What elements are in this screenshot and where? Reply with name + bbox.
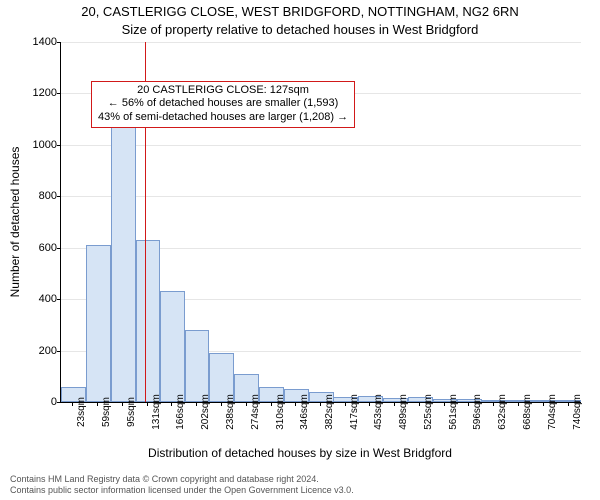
y-tick-mark [57, 93, 61, 94]
y-axis-label: Number of detached houses [8, 147, 22, 298]
x-tick-label: 740sqm [572, 394, 583, 430]
x-tick-label: 95sqm [126, 397, 137, 427]
chart-title-line2: Size of property relative to detached ho… [0, 22, 600, 37]
x-tick-label: 668sqm [522, 394, 533, 430]
y-tick-label: 1000 [17, 139, 57, 151]
x-tick-label: 274sqm [250, 394, 261, 430]
y-tick-label: 400 [17, 293, 57, 305]
annotation-line1: 20 CASTLERIGG CLOSE: 127sqm [98, 84, 348, 98]
annotation-line3: 43% of semi-detached houses are larger (… [98, 111, 348, 125]
x-tick-mark [122, 402, 123, 406]
x-tick-mark [320, 402, 321, 406]
y-tick-mark [57, 196, 61, 197]
x-tick-mark [518, 402, 519, 406]
y-tick-label: 800 [17, 190, 57, 202]
y-tick-label: 600 [17, 242, 57, 254]
gridline [61, 145, 581, 146]
x-tick-mark [369, 402, 370, 406]
histogram-bar [136, 240, 161, 402]
x-tick-mark [72, 402, 73, 406]
x-tick-mark [568, 402, 569, 406]
y-tick-mark [57, 42, 61, 43]
x-tick-label: 417sqm [349, 394, 360, 430]
x-tick-mark [543, 402, 544, 406]
x-tick-mark [468, 402, 469, 406]
plot-area: 20 CASTLERIGG CLOSE: 127sqm← 56% of deta… [60, 42, 581, 403]
x-tick-label: 166sqm [175, 394, 186, 430]
annotation-box: 20 CASTLERIGG CLOSE: 127sqm← 56% of deta… [91, 81, 355, 128]
histogram-bar [160, 291, 185, 402]
x-tick-label: 23sqm [76, 397, 87, 427]
x-tick-mark [295, 402, 296, 406]
histogram-bar [86, 245, 111, 402]
footer-attribution: Contains HM Land Registry data © Crown c… [10, 474, 590, 496]
histogram-bar [185, 330, 210, 402]
x-tick-mark [246, 402, 247, 406]
x-tick-mark [444, 402, 445, 406]
x-tick-label: 632sqm [497, 394, 508, 430]
y-tick-label: 1400 [17, 36, 57, 48]
chart-container: 20, CASTLERIGG CLOSE, WEST BRIDGFORD, NO… [0, 0, 600, 500]
x-tick-label: 202sqm [200, 394, 211, 430]
x-tick-label: 382sqm [324, 394, 335, 430]
x-tick-mark [419, 402, 420, 406]
y-tick-label: 200 [17, 345, 57, 357]
x-tick-mark [221, 402, 222, 406]
x-tick-label: 346sqm [299, 394, 310, 430]
y-tick-label: 0 [17, 396, 57, 408]
x-tick-label: 704sqm [547, 394, 558, 430]
x-tick-label: 310sqm [275, 394, 286, 430]
chart-title-line1: 20, CASTLERIGG CLOSE, WEST BRIDGFORD, NO… [0, 4, 600, 19]
x-tick-mark [147, 402, 148, 406]
x-tick-mark [171, 402, 172, 406]
x-axis-label: Distribution of detached houses by size … [0, 446, 600, 460]
annotation-line2: ← 56% of detached houses are smaller (1,… [98, 97, 348, 111]
x-tick-label: 489sqm [398, 394, 409, 430]
y-tick-mark [57, 351, 61, 352]
x-tick-label: 453sqm [373, 394, 384, 430]
x-tick-mark [196, 402, 197, 406]
gridline [61, 196, 581, 197]
gridline [61, 42, 581, 43]
x-tick-mark [271, 402, 272, 406]
x-tick-mark [345, 402, 346, 406]
y-tick-mark [57, 248, 61, 249]
y-tick-mark [57, 145, 61, 146]
x-tick-label: 59sqm [101, 397, 112, 427]
x-tick-label: 131sqm [151, 394, 162, 430]
x-tick-mark [394, 402, 395, 406]
y-tick-label: 1200 [17, 87, 57, 99]
x-tick-mark [493, 402, 494, 406]
x-tick-label: 525sqm [423, 394, 434, 430]
histogram-bar [111, 123, 136, 402]
y-tick-mark [57, 299, 61, 300]
x-tick-label: 561sqm [448, 394, 459, 430]
footer-line1: Contains HM Land Registry data © Crown c… [10, 474, 590, 485]
footer-line2: Contains public sector information licen… [10, 485, 590, 496]
x-tick-mark [97, 402, 98, 406]
x-tick-label: 238sqm [225, 394, 236, 430]
x-tick-label: 596sqm [472, 394, 483, 430]
